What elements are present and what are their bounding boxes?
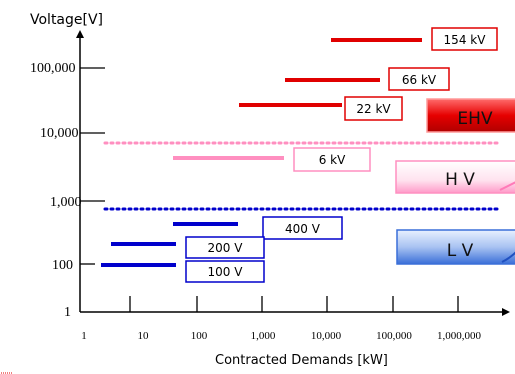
label-66kv: 66 kV [388,67,450,91]
label-6kv-text: 6 kV [319,153,346,167]
y-tick-label: 100 [52,258,73,273]
x-tick-label: 10,000 [311,330,342,342]
x-tick-label: 100 [191,330,208,342]
y-tick-label: 1 [64,305,71,320]
label-100v-text: 100 V [208,265,244,279]
x-axis-arrow [502,308,510,316]
label-6kv: 6 kV [293,147,371,172]
class-box-lv: L V [396,229,515,265]
y-axis-label: Voltage[V] [30,12,103,28]
label-22kv: 22 kV [344,96,403,121]
x-tick-label: 10 [138,330,150,342]
x-tick-label: 1,000 [251,330,276,342]
class-box-ehv: EHV [426,98,515,133]
label-400v-text: 400 V [285,222,321,236]
y-tick-label: 1,000 [50,195,82,210]
label-22kv-text: 22 kV [356,102,391,116]
y-tick-label: 10,000 [40,126,79,141]
x-axis-label: Contracted Demands [kW] [215,353,388,368]
class-box-lv-text: L V [447,241,474,261]
label-100v: 100 V [185,260,265,283]
label-66kv-text: 66 kV [402,73,437,87]
y-tick-label: 100,000 [30,61,76,76]
y-axis-arrow [76,30,84,38]
label-154kv: 154 kV [431,27,498,51]
x-tick-label: 1 [81,330,87,342]
class-box-ehv-text: EHV [457,109,493,129]
x-tick-label: 1,000,000 [437,330,482,342]
label-400v: 400 V [262,216,343,240]
x-tick-label: 100,000 [376,330,412,342]
label-200v: 200 V [185,236,265,259]
label-200v-text: 200 V [208,241,244,255]
class-box-hv: H V [395,160,515,194]
class-box-hv-text: H V [445,170,475,190]
label-154kv-text: 154 kV [444,33,487,47]
